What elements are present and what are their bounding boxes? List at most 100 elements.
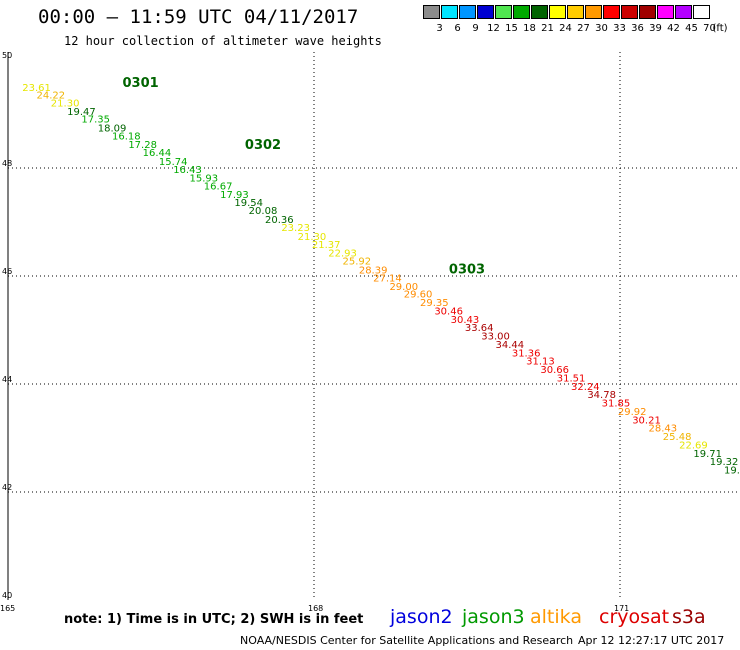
footer-note: note: 1) Time is in UTC; 2) SWH is in fe…: [64, 612, 364, 627]
y-tick-label: 42: [2, 483, 12, 492]
wave-height-value: 17.35: [81, 115, 110, 126]
legend-swatch: [459, 5, 476, 19]
satellite-label-jason2: jason2: [390, 606, 453, 628]
satellite-label-cryosat: cryosat: [599, 606, 670, 628]
wave-height-value: 16.43: [173, 165, 202, 176]
legend-swatch: [531, 5, 548, 19]
satellite-label-altika: altika: [530, 606, 582, 628]
wave-height-value: 33.64: [465, 323, 494, 334]
pass-time-label: 0303: [449, 262, 485, 277]
legend-label: 3: [436, 23, 443, 34]
legend-label: 6: [454, 23, 461, 34]
wave-height-value: 29.00: [389, 282, 418, 293]
legend-label: 9: [472, 23, 479, 34]
y-tick-label: 50: [2, 51, 12, 60]
wave-height-value: 31.85: [602, 399, 631, 410]
wave-height-value: 21.30: [51, 98, 80, 109]
legend-label: 42: [667, 23, 680, 34]
wave-height-value: 17.28: [128, 140, 157, 151]
wave-height-value: 21.30: [298, 232, 327, 243]
wave-height-value: 17.93: [220, 190, 249, 201]
wave-height-value: 25.48: [663, 432, 692, 443]
wave-height-value: 22.93: [328, 249, 357, 260]
legend-swatch: [495, 5, 512, 19]
legend-label: 70: [703, 23, 716, 34]
wave-height-value: 21.37: [312, 240, 341, 251]
wave-height-value: 31.51: [557, 373, 586, 384]
legend-swatch: [477, 5, 494, 19]
wave-height-value: 25.92: [343, 257, 372, 268]
legend-label: 45: [685, 23, 698, 34]
legend-label: 21: [541, 23, 554, 34]
wave-height-value: 15.93: [190, 174, 219, 185]
legend-swatch: [603, 5, 620, 19]
satellite-label-jason3: jason3: [462, 606, 525, 628]
footer-timestamp: Apr 12 12:27:17 UTC 2017: [578, 634, 725, 647]
legend-label: 24: [559, 23, 572, 34]
legend-swatch: [423, 5, 440, 19]
wave-height-value: 29.35: [420, 298, 449, 309]
wave-height-value: 29.60: [404, 290, 433, 301]
legend-swatch: [513, 5, 530, 19]
wave-height-value: 30.46: [434, 306, 463, 317]
wave-height-value: 32.24: [571, 382, 600, 393]
wave-height-value: 20.36: [265, 215, 294, 226]
legend-swatch: [639, 5, 656, 19]
wave-height-value: 23.61: [22, 83, 51, 94]
satellite-label-s3a: s3a: [672, 606, 706, 628]
wave-height-value: 19.32: [710, 457, 739, 468]
wave-height-value: 16.44: [143, 148, 172, 159]
legend-label: 30: [595, 23, 608, 34]
wave-height-value: 27.14: [373, 273, 402, 284]
wave-height-value: 31.36: [512, 348, 541, 359]
x-tick-label: 171: [614, 604, 629, 613]
x-tick-label: 165: [0, 604, 15, 613]
wave-height-value: 15.74: [159, 157, 188, 168]
wave-height-value: 34.44: [496, 340, 525, 351]
wave-height-value: 16.18: [112, 131, 141, 142]
wave-height-value: 19.11: [724, 466, 740, 477]
wave-height-value: 19.54: [234, 198, 263, 209]
y-tick-label: 48: [2, 159, 12, 168]
wave-height-value: 20.08: [249, 206, 278, 217]
legend-label: 36: [631, 23, 644, 34]
y-tick-label: 46: [2, 267, 12, 276]
legend-label: 15: [505, 23, 518, 34]
wave-height-value: 30.21: [632, 415, 661, 426]
wave-height-value: 18.09: [98, 123, 127, 134]
legend-swatch: [567, 5, 584, 19]
y-tick-label: 40: [2, 591, 12, 600]
legend-swatch: [549, 5, 566, 19]
chart-subtitle: 12 hour collection of altimeter wave hei…: [64, 34, 382, 48]
wave-height-value: 19.47: [67, 107, 96, 118]
legend-label: 18: [523, 23, 536, 34]
wave-height-value: 30.43: [451, 315, 480, 326]
wave-height-value: 29.92: [618, 407, 647, 418]
wave-height-value: 34.78: [587, 390, 616, 401]
wave-height-value: 19.71: [693, 449, 722, 460]
wave-height-value: 22.69: [679, 440, 708, 451]
wave-height-value: 30.66: [540, 365, 569, 376]
pass-time-label: 0301: [123, 76, 159, 91]
legend-swatch: [585, 5, 602, 19]
legend-label: 33: [613, 23, 626, 34]
legend-swatch: [657, 5, 674, 19]
legend-label: 39: [649, 23, 662, 34]
legend-label: 27: [577, 23, 590, 34]
legend-label: 12: [487, 23, 500, 34]
wave-height-value: 28.39: [359, 265, 388, 276]
legend-swatch: [621, 5, 638, 19]
legend-swatch: [693, 5, 710, 19]
footer-credit: NOAA/NESDIS Center for Satellite Applica…: [240, 634, 574, 647]
wave-height-value: 16.67: [204, 182, 233, 193]
wave-height-value: 31.13: [526, 357, 555, 368]
y-tick-label: 44: [2, 375, 12, 384]
wave-height-value: 23.23: [281, 223, 310, 234]
wave-height-value: 28.43: [649, 424, 678, 435]
legend-swatch: [441, 5, 458, 19]
wave-height-value: 24.22: [37, 90, 66, 101]
legend-unit: (ft): [712, 23, 728, 34]
legend-swatch: [675, 5, 692, 19]
x-tick-label: 168: [308, 604, 323, 613]
